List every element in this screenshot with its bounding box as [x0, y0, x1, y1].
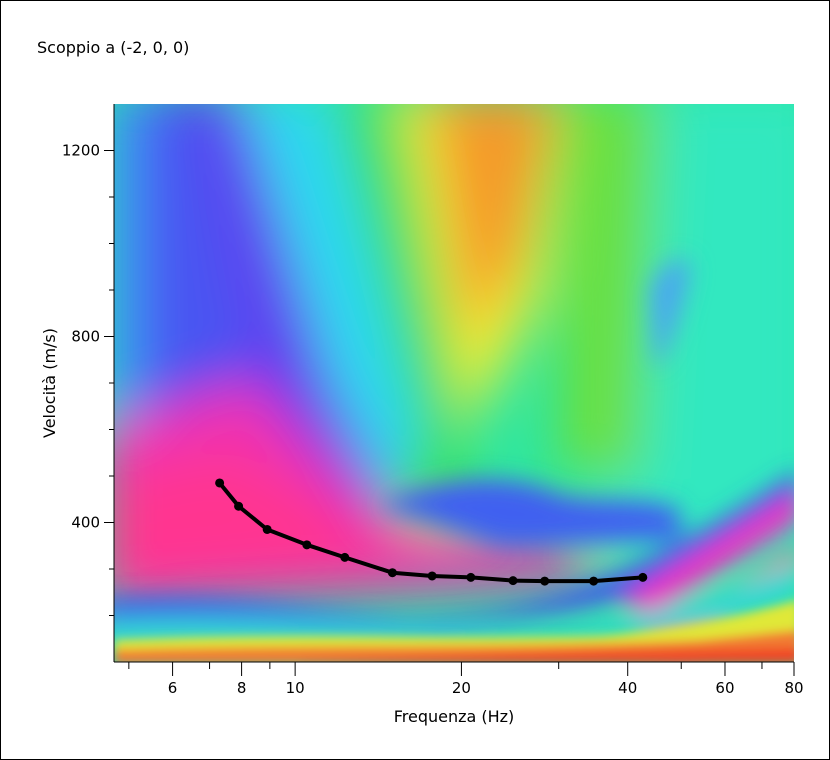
spectrum-heatmap	[114, 104, 794, 662]
dispersion-curve-point[interactable]	[302, 540, 312, 550]
x-tick-label: 20	[452, 679, 471, 697]
dispersion-curve-point[interactable]	[427, 571, 437, 581]
dispersion-curve-point[interactable]	[466, 572, 476, 582]
dispersion-curve-point[interactable]	[508, 576, 518, 586]
dispersion-curve-line	[217, 481, 645, 584]
dispersion-curve-point[interactable]	[340, 552, 350, 562]
dispersion-curve-point[interactable]	[234, 501, 244, 511]
y-tick-label: 1200	[62, 142, 100, 160]
y-tick-label: 800	[71, 328, 100, 346]
chart-title: Scoppio a (-2, 0, 0)	[37, 38, 190, 57]
dispersion-curve-point[interactable]	[215, 478, 225, 488]
x-tick-label: 80	[784, 679, 803, 697]
x-tick-label: 6	[168, 679, 178, 697]
x-axis-label: Frequenza (Hz)	[394, 707, 515, 726]
dispersion-curve-point[interactable]	[638, 572, 648, 582]
x-tick-label: 8	[237, 679, 247, 697]
dispersion-curve-point[interactable]	[540, 576, 550, 586]
dispersion-curve-point[interactable]	[589, 576, 599, 586]
x-tick-label: 60	[715, 679, 734, 697]
x-tick-label: 10	[286, 679, 305, 697]
x-tick-label: 40	[618, 679, 637, 697]
y-tick-label: 400	[71, 514, 100, 532]
y-axis-label: Velocità (m/s)	[40, 328, 59, 438]
dispersion-curve-point[interactable]	[387, 568, 397, 578]
dispersion-curve-point[interactable]	[262, 524, 272, 534]
